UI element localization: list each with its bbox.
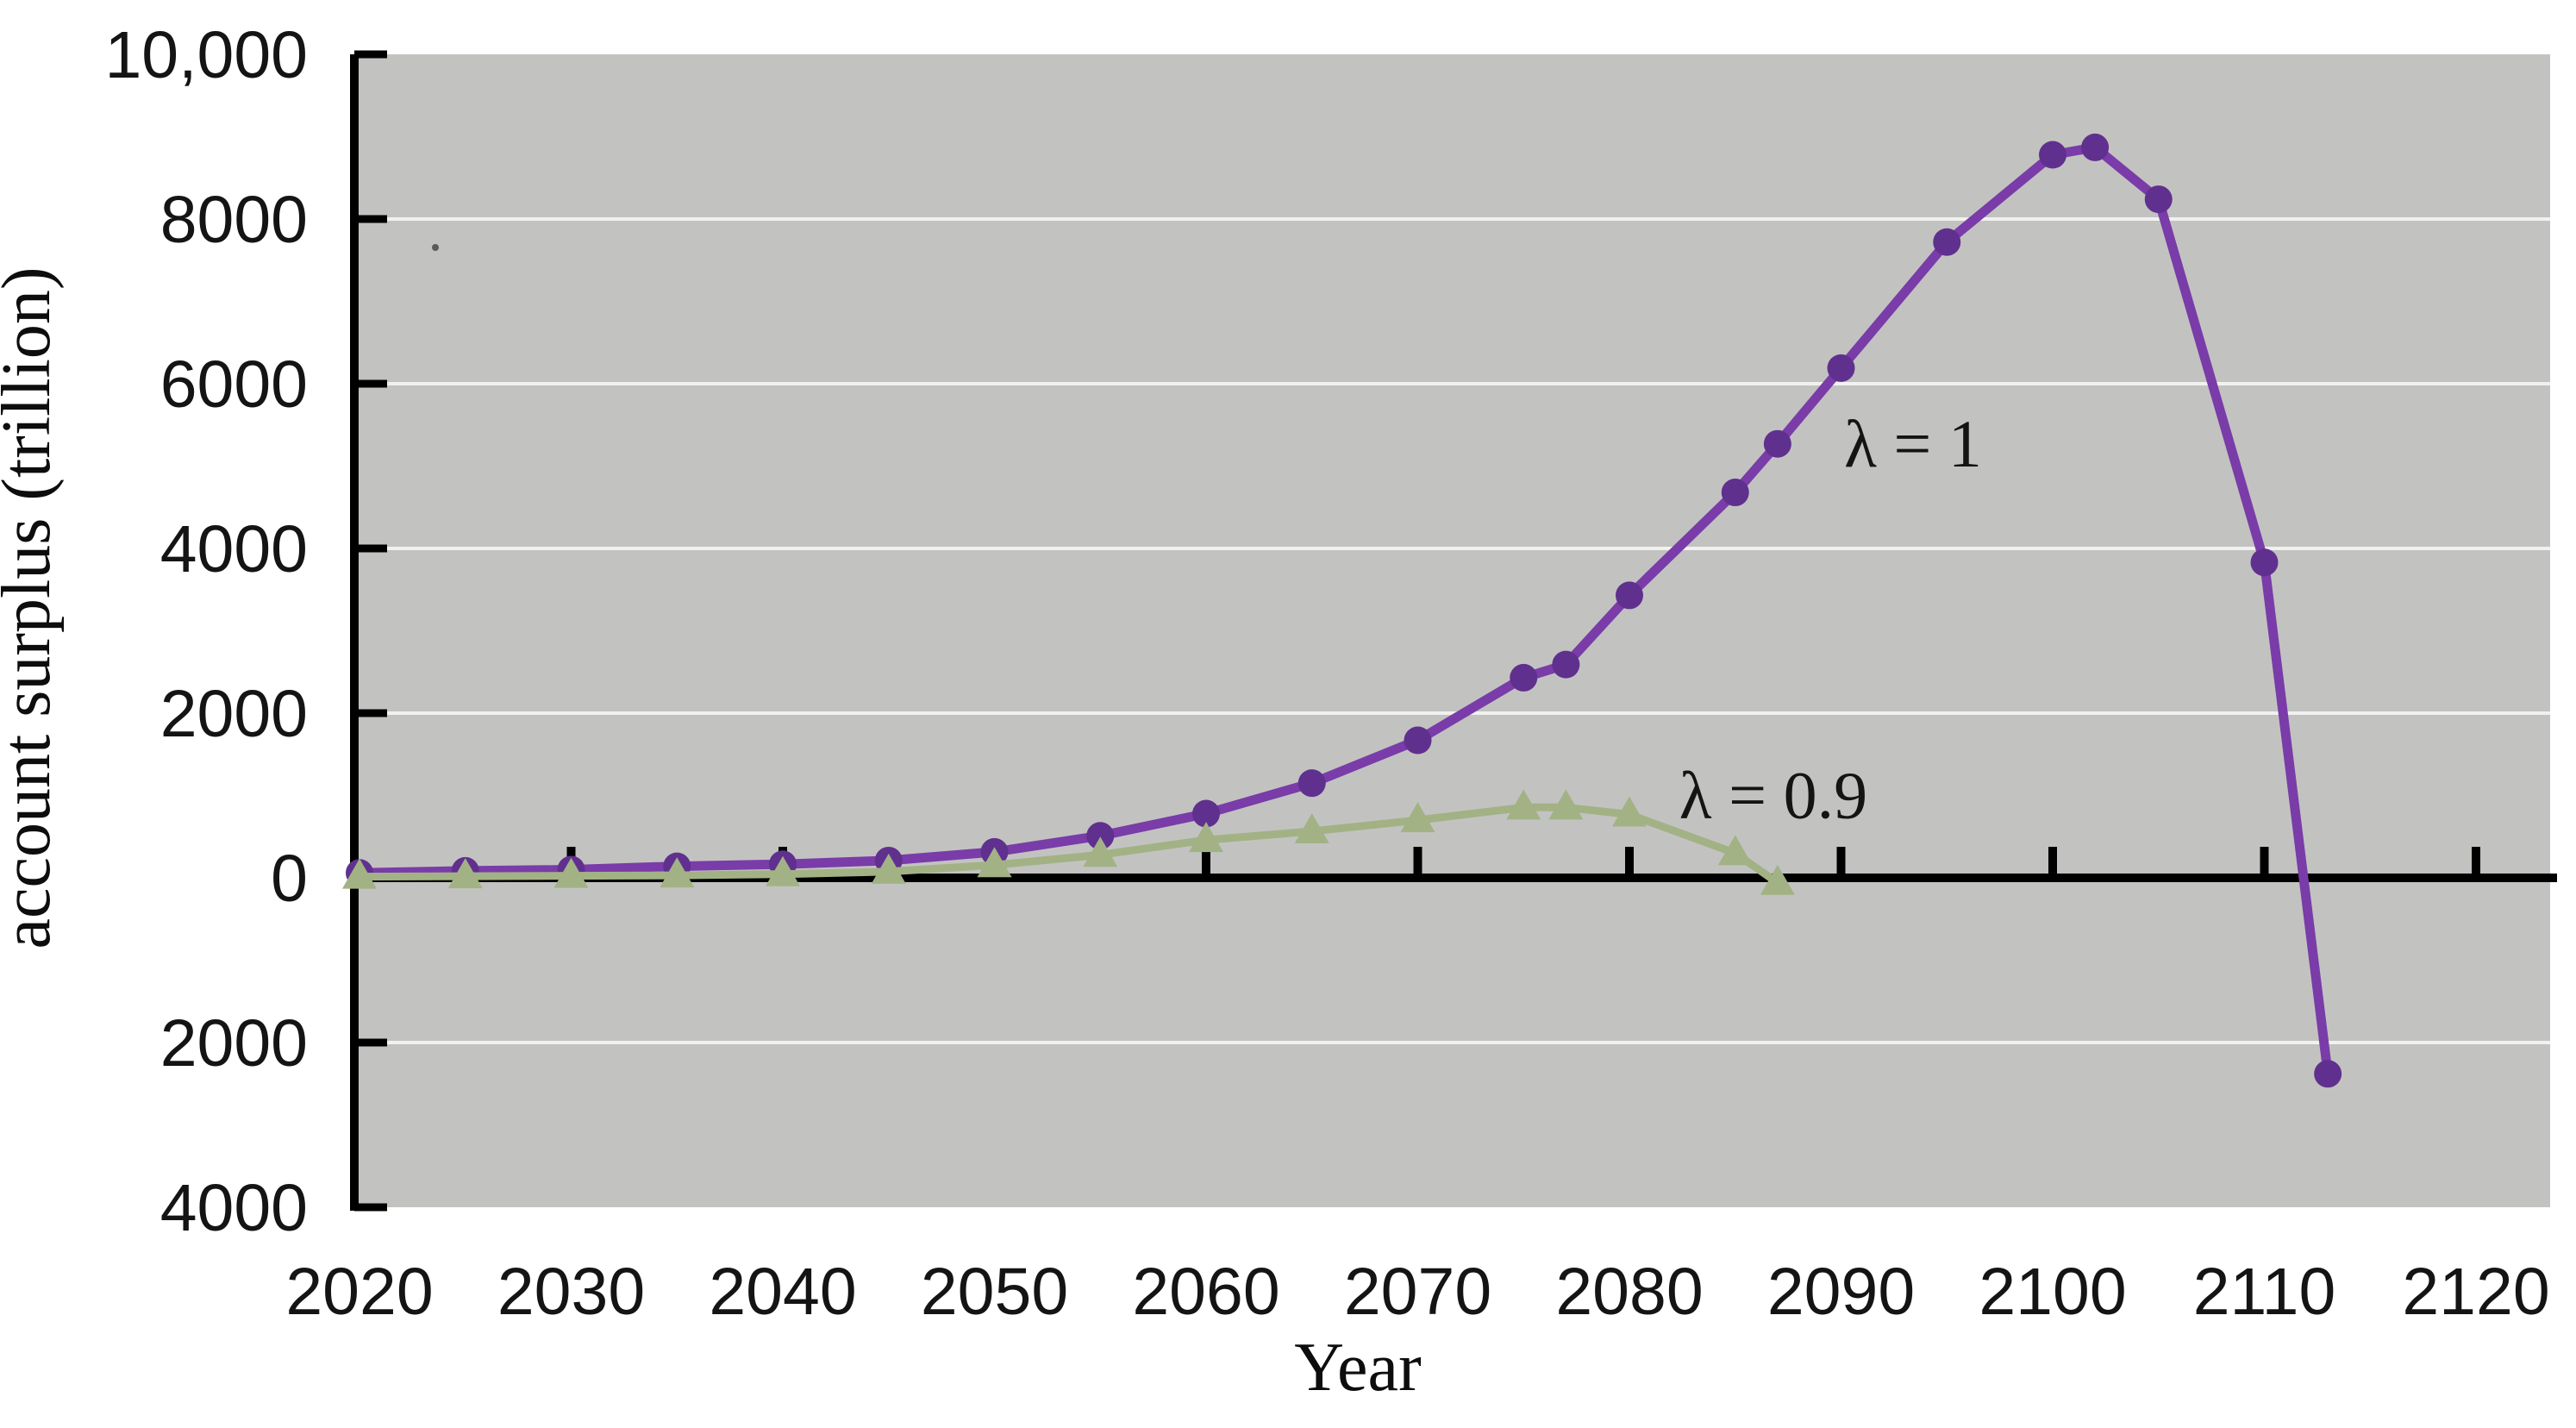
x-axis-title: Year — [1294, 1330, 1421, 1406]
series-lambda-0-9 — [342, 789, 1795, 895]
y-tick-label: 4000 — [160, 1171, 308, 1245]
data-point-circle — [1933, 228, 1961, 256]
x-tick-label: 2120 — [2402, 1255, 2549, 1329]
x-tick-label: 2060 — [1132, 1255, 1279, 1329]
data-point-triangle — [660, 857, 695, 888]
data-point-circle — [1552, 650, 1580, 679]
speck-artifact — [432, 244, 439, 251]
x-tick-label: 2020 — [285, 1255, 433, 1329]
data-point-circle — [1192, 799, 1220, 828]
y-tick-label: 2000 — [160, 677, 308, 751]
data-point-circle — [1616, 581, 1643, 610]
x-tick-label: 2030 — [497, 1255, 645, 1329]
x-tick-label: 2040 — [709, 1255, 856, 1329]
y-tick-label: 8000 — [160, 183, 308, 257]
data-point-circle — [1086, 822, 1115, 850]
data-point-triangle — [342, 858, 377, 889]
y-tick-label: 6000 — [160, 348, 308, 422]
data-point-circle — [1827, 354, 1855, 382]
plot-area — [351, 54, 2550, 1207]
annotation-lambda-0-9: λ = 0.9 — [1679, 758, 1867, 833]
data-series — [342, 133, 2342, 1088]
data-point-circle — [2144, 185, 2173, 214]
series-line — [355, 803, 1782, 887]
y-tick-label: 2000 — [160, 1006, 308, 1080]
x-axis-tick-labels: 2020 2030 2040 2050 2060 2070 2080 2090 2100 2110… — [285, 1255, 2549, 1329]
data-point-circle — [2314, 1060, 2342, 1088]
series-lambda-1 — [346, 133, 2342, 1088]
data-point-triangle — [1506, 789, 1541, 820]
y-tick-label: 0 — [271, 842, 308, 916]
data-point-circle — [1721, 479, 1749, 507]
data-point-triangle — [1400, 802, 1435, 833]
data-point-triangle — [766, 855, 800, 886]
x-tick-label: 2100 — [1979, 1255, 2126, 1329]
data-point-circle — [2081, 133, 2110, 161]
data-point-circle — [1297, 769, 1326, 798]
data-point-triangle — [1760, 864, 1795, 895]
data-point-triangle — [977, 847, 1012, 878]
y-axis-title: account surplus (trillion) — [0, 267, 65, 949]
x-tick-label: 2090 — [1767, 1255, 1915, 1329]
data-point-circle — [2039, 141, 2066, 169]
data-point-circle — [1763, 429, 1791, 458]
data-point-triangle — [1612, 796, 1647, 827]
data-point-triangle — [1189, 822, 1223, 853]
y-axis-tick-labels: 10,000 8000 6000 4000 2000 0 2000 4000 — [104, 18, 308, 1245]
data-point-triangle — [1083, 836, 1118, 867]
data-point-triangle — [447, 858, 483, 889]
data-point-triangle — [1294, 813, 1329, 844]
x-tick-label: 2080 — [1555, 1255, 1703, 1329]
y-tick-label: 10,000 — [104, 18, 308, 92]
x-tick-label: 2050 — [921, 1255, 1068, 1329]
data-point-triangle — [1548, 789, 1584, 820]
data-point-circle — [1404, 726, 1432, 755]
gridlines — [351, 217, 2550, 1044]
data-point-triangle — [1717, 835, 1753, 866]
data-point-circle — [1510, 663, 1538, 692]
data-point-triangle — [553, 857, 589, 888]
x-tick-label: 2110 — [2193, 1255, 2336, 1329]
data-point-circle — [2250, 548, 2279, 577]
x-tick-label: 2070 — [1344, 1255, 1491, 1329]
y-tick-label: 4000 — [160, 512, 308, 586]
data-point-triangle — [871, 853, 906, 884]
annotation-lambda-1: λ = 1 — [1844, 406, 1982, 481]
